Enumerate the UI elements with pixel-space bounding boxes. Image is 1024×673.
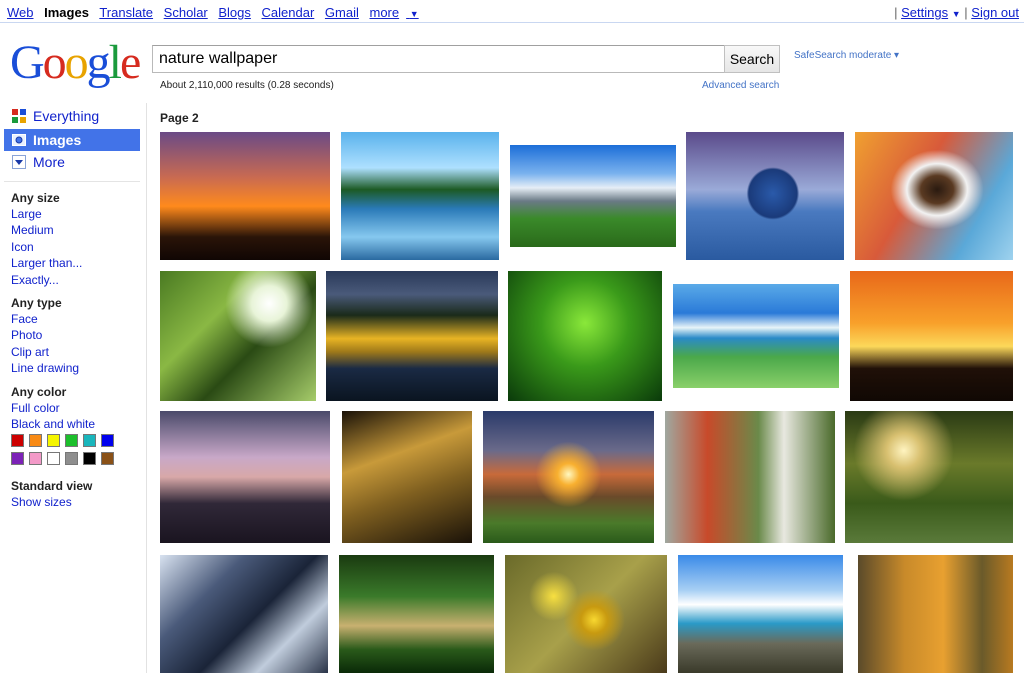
- color-swatch[interactable]: [83, 434, 96, 447]
- filter-view-title: Standard view: [11, 479, 93, 493]
- image-result-thumbnail[interactable]: [858, 555, 1013, 673]
- nav-scholar-link[interactable]: Scholar: [163, 5, 208, 20]
- search-button[interactable]: Search: [724, 45, 780, 73]
- filter-type-clip-art[interactable]: Clip art: [11, 345, 50, 359]
- filter-type-title: Any type: [11, 296, 62, 310]
- settings-link[interactable]: Settings: [901, 5, 948, 20]
- image-result-thumbnail[interactable]: [160, 411, 330, 543]
- top-right-links: | Settings ▼ | Sign out: [894, 5, 1019, 20]
- image-result-thumbnail[interactable]: [160, 271, 316, 401]
- result-stats: About 2,110,000 results (0.28 seconds): [160, 80, 334, 91]
- settings-label: Settings: [901, 5, 949, 20]
- filter-show-sizes[interactable]: Show sizes: [11, 495, 72, 509]
- color-swatch[interactable]: [101, 434, 114, 447]
- nav-more-label: More: [33, 154, 65, 170]
- nav-everything[interactable]: Everything: [4, 105, 140, 127]
- filter-size-larger-than[interactable]: Larger than...: [11, 256, 83, 270]
- image-result-thumbnail[interactable]: [483, 411, 654, 543]
- color-swatch[interactable]: [47, 452, 60, 465]
- color-swatch[interactable]: [101, 452, 114, 465]
- filter-type-face[interactable]: Face: [11, 312, 38, 326]
- nav-images-current: Images: [44, 5, 89, 20]
- image-result-thumbnail[interactable]: [665, 411, 835, 543]
- images-icon: [12, 134, 26, 146]
- color-swatch[interactable]: [11, 434, 24, 447]
- nav-images[interactable]: Images: [4, 129, 140, 151]
- search-input[interactable]: [152, 45, 726, 73]
- filter-size-medium[interactable]: Medium: [11, 223, 54, 237]
- settings-arrow-icon[interactable]: ▼: [951, 9, 961, 19]
- image-result-thumbnail[interactable]: [845, 411, 1013, 543]
- filter-color-full[interactable]: Full color: [11, 401, 60, 415]
- advanced-search-link[interactable]: Advanced search: [702, 80, 780, 91]
- color-swatch[interactable]: [65, 434, 78, 447]
- google-logo[interactable]: Google: [10, 36, 141, 89]
- nav-translate-link[interactable]: Translate: [99, 5, 154, 20]
- filter-type-line-drawing[interactable]: Line drawing: [11, 361, 80, 375]
- image-result-thumbnail[interactable]: [850, 271, 1013, 401]
- filter-size-exactly[interactable]: Exactly...: [11, 273, 59, 287]
- sign-out-link[interactable]: Sign out: [971, 5, 1019, 20]
- color-swatch[interactable]: [11, 452, 24, 465]
- image-result-thumbnail[interactable]: [341, 132, 499, 260]
- color-swatch[interactable]: [65, 452, 78, 465]
- nav-web-link[interactable]: Web: [7, 5, 34, 20]
- image-result-thumbnail[interactable]: [510, 145, 676, 247]
- image-result-thumbnail[interactable]: [508, 271, 662, 401]
- color-swatch[interactable]: [83, 452, 96, 465]
- everything-icon: [12, 109, 26, 123]
- nav-images-label: Images: [33, 132, 82, 148]
- nav-blogs-link[interactable]: Blogs: [218, 5, 251, 20]
- filter-size-large[interactable]: Large: [11, 207, 42, 221]
- image-result-thumbnail[interactable]: [855, 132, 1013, 260]
- image-result-thumbnail[interactable]: [160, 132, 330, 260]
- image-result-thumbnail[interactable]: [326, 271, 498, 401]
- filter-size-icon[interactable]: Icon: [11, 240, 34, 254]
- filter-size-title: Any size: [11, 191, 60, 205]
- nav-more-label: more: [369, 5, 400, 20]
- filter-color-bw[interactable]: Black and white: [11, 417, 96, 431]
- image-result-thumbnail[interactable]: [686, 132, 844, 260]
- page-label: Page 2: [160, 111, 199, 125]
- left-nav: Everything Images More Any size Large Me…: [0, 103, 147, 673]
- image-result-thumbnail[interactable]: [678, 555, 843, 673]
- more-dropdown-icon: [12, 155, 26, 169]
- separator: |: [894, 5, 898, 20]
- color-swatch[interactable]: [47, 434, 60, 447]
- filter-color-title: Any color: [11, 385, 67, 399]
- nav-more[interactable]: More: [4, 151, 140, 173]
- safesearch-dropdown[interactable]: SafeSearch moderate ▾: [794, 50, 900, 61]
- image-result-thumbnail[interactable]: [673, 284, 839, 388]
- color-swatch[interactable]: [29, 434, 42, 447]
- image-result-thumbnail[interactable]: [342, 411, 472, 543]
- top-bar: Web Images Translate Scholar Blogs Calen…: [0, 0, 1024, 23]
- separator: |: [964, 5, 968, 20]
- more-arrow-icon: ▼: [409, 9, 419, 19]
- nav-divider: [4, 181, 140, 182]
- nav-calendar-link[interactable]: Calendar: [261, 5, 315, 20]
- nav-gmail-link[interactable]: Gmail: [324, 5, 359, 20]
- top-nav: Web Images Translate Scholar Blogs Calen…: [7, 5, 433, 20]
- nav-everything-label: Everything: [33, 108, 100, 124]
- filter-type-photo[interactable]: Photo: [11, 328, 43, 342]
- image-result-thumbnail[interactable]: [160, 555, 328, 673]
- image-result-thumbnail[interactable]: [505, 555, 667, 673]
- nav-more-link[interactable]: more ▼: [370, 5, 426, 20]
- color-swatch[interactable]: [29, 452, 42, 465]
- image-result-thumbnail[interactable]: [339, 555, 494, 673]
